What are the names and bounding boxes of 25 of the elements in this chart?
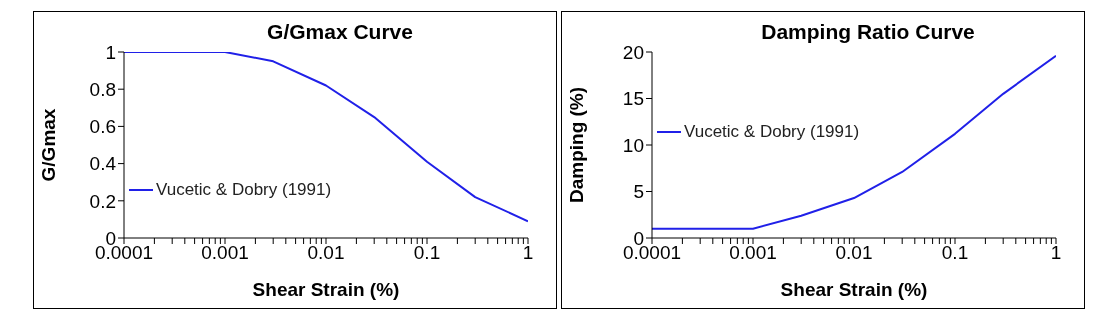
chart-title: G/Gmax Curve — [267, 20, 413, 43]
x-tick-label: 0.001 — [729, 242, 777, 264]
y-axis-title: G/Gmax — [37, 108, 59, 182]
y-tick-label: 0.4 — [89, 153, 117, 175]
y-axis-title: Damping (%) — [565, 86, 587, 204]
x-tick-label: 0.1 — [413, 242, 441, 264]
x-tick-label: 0.1 — [941, 242, 969, 264]
y-tick-label: 5 — [633, 181, 644, 203]
y-tick-label: 0.6 — [89, 116, 116, 138]
x-tick-label: 0.01 — [307, 242, 345, 264]
x-tick-label: 0.01 — [835, 242, 873, 264]
y-tick-label: 20 — [622, 41, 644, 63]
x-tick-label: 1 — [522, 242, 534, 264]
y-tick-label: 0.8 — [89, 78, 116, 100]
x-tick-label: 0.001 — [201, 242, 249, 264]
legend-label: Vucetic & Dobry (1991) — [684, 122, 860, 142]
legend-label: Vucetic & Dobry (1991) — [156, 180, 332, 200]
y-tick-label: 0.2 — [89, 190, 116, 212]
x-axis-title: Shear Strain (%) — [252, 279, 400, 300]
y-tick-label: 10 — [622, 134, 644, 156]
y-tick-label: 15 — [622, 88, 644, 110]
x-axis-title: Shear Strain (%) — [780, 279, 928, 300]
x-tick-label: 1 — [1050, 242, 1062, 264]
y-tick-label: 1 — [105, 41, 116, 63]
chart-title: Damping Ratio Curve — [761, 20, 975, 43]
